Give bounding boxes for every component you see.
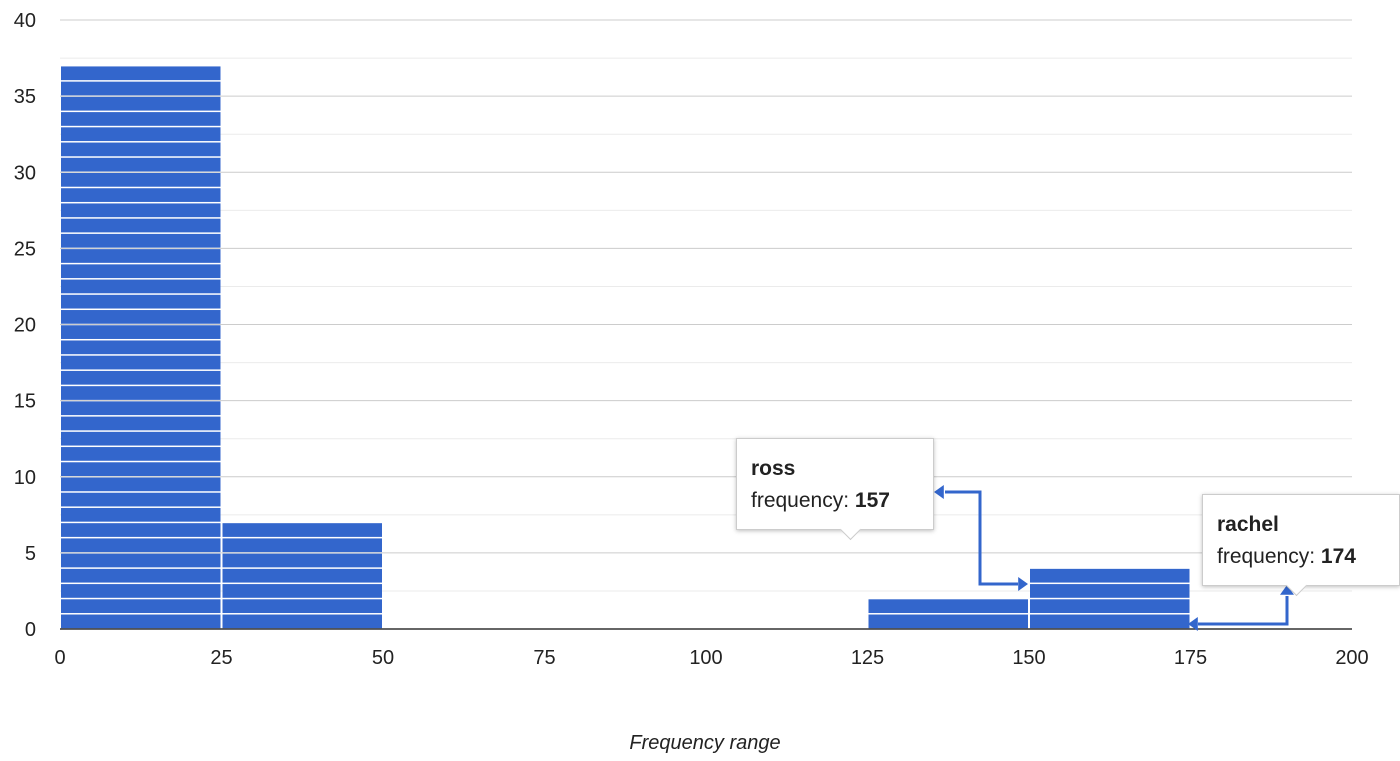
bar-segment-bin-0[interactable]: [61, 370, 221, 385]
x-tick-label: 200: [1335, 647, 1368, 669]
y-tick-label: 5: [25, 543, 36, 565]
bar-segment-bin-0[interactable]: [61, 614, 221, 629]
bar-segment-bin-1[interactable]: [222, 553, 383, 568]
bar-segment-bin-1[interactable]: [222, 568, 383, 583]
bar-segment-bin-1[interactable]: [222, 523, 383, 537]
bar-segment-bin-0[interactable]: [61, 233, 221, 248]
bar-segment-bin-0[interactable]: [61, 340, 221, 355]
bar-segment-bin-0[interactable]: [61, 188, 221, 202]
tooltip-ross-frequency-label: frequency:: [751, 489, 850, 512]
tooltip-rachel-frequency: frequency: 174: [1217, 541, 1385, 573]
tooltip-rachel-name: rachel: [1217, 513, 1279, 536]
y-tick-label: 30: [14, 162, 36, 184]
bar-segment-bin-0[interactable]: [61, 218, 221, 233]
bar-segment-bin-0[interactable]: [61, 173, 221, 187]
bar-segment-bin-0[interactable]: [61, 294, 221, 309]
y-tick-label: 25: [14, 238, 36, 260]
y-tick-label: 0: [25, 619, 36, 641]
bar-segment-bin-0[interactable]: [61, 310, 221, 324]
bar-segment-bin-5[interactable]: [868, 614, 1029, 629]
bar-segment-bin-0[interactable]: [61, 507, 221, 522]
x-tick-label: 150: [1012, 647, 1045, 669]
tooltip-ross-frequency: frequency: 157: [751, 485, 919, 517]
bar-segment-bin-0[interactable]: [61, 447, 221, 461]
x-tick-label: 50: [372, 647, 394, 669]
bar-segment-bin-0[interactable]: [61, 325, 221, 339]
bar-segment-bin-6[interactable]: [1030, 568, 1190, 583]
x-tick-label: 0: [54, 647, 65, 669]
bar-segment-bin-0[interactable]: [61, 127, 221, 142]
y-tick-label: 40: [14, 10, 36, 32]
bar-segment-bin-6[interactable]: [1030, 584, 1190, 598]
bar-segment-bin-0[interactable]: [61, 279, 221, 294]
x-tick-label: 75: [533, 647, 555, 669]
annotation-arrows: [934, 485, 1294, 631]
bar-segment-bin-1[interactable]: [222, 584, 383, 598]
bar-segment-bin-1[interactable]: [222, 538, 383, 553]
bar-segment-bin-1[interactable]: [222, 614, 383, 629]
histogram-bars: [61, 66, 1190, 629]
y-axis-ticks: 0 5 10 15 20 25 30 35 40: [14, 10, 36, 641]
tooltip-ross-frequency-value: 157: [854, 489, 890, 512]
bar-segment-bin-5[interactable]: [868, 599, 1029, 614]
bar-segment-bin-0[interactable]: [61, 523, 221, 537]
bar-segment-bin-0[interactable]: [61, 81, 221, 96]
x-tick-label: 100: [689, 647, 722, 669]
bar-segment-bin-0[interactable]: [61, 492, 221, 507]
bar-segment-bin-0[interactable]: [61, 477, 221, 492]
bar-segment-bin-0[interactable]: [61, 416, 221, 431]
bar-segment-bin-0[interactable]: [61, 203, 221, 218]
arrow-head: [1188, 617, 1198, 631]
bar-segment-bin-0[interactable]: [61, 355, 221, 370]
x-axis-ticks: 0 25 50 75 100 125 150 175 200: [54, 647, 1368, 669]
tooltip-rachel: rachel frequency: 174: [1202, 494, 1400, 597]
arrow-head: [934, 485, 944, 499]
bar-segment-bin-0[interactable]: [61, 157, 221, 172]
tooltip-rachel-frequency-label: frequency:: [1217, 545, 1316, 568]
bar-segment-bin-0[interactable]: [61, 584, 221, 598]
bar-segment-bin-0[interactable]: [61, 431, 221, 446]
x-tick-label: 25: [210, 647, 232, 669]
bar-segment-bin-6[interactable]: [1030, 614, 1190, 629]
bar-segment-bin-0[interactable]: [61, 401, 221, 416]
gridlines: [60, 19, 1352, 592]
bar-segment-bin-0[interactable]: [61, 462, 221, 476]
bar-segment-bin-0[interactable]: [61, 568, 221, 583]
x-tick-label: 175: [1174, 647, 1207, 669]
bar-segment-bin-6[interactable]: [1030, 599, 1190, 614]
arrow-head: [1018, 577, 1028, 591]
tooltip-ross-name: ross: [751, 457, 796, 480]
x-tick-label: 125: [851, 647, 884, 669]
arrow-ross: [945, 490, 1018, 586]
bar-segment-bin-0[interactable]: [61, 599, 221, 614]
bar-segment-bin-0[interactable]: [61, 264, 221, 279]
bar-segment-bin-0[interactable]: [61, 553, 221, 568]
arrow-rachel: [1198, 596, 1289, 626]
bar-segment-bin-0[interactable]: [61, 538, 221, 553]
y-tick-label: 35: [14, 86, 36, 108]
tooltip-rachel-frequency-value: 174: [1320, 545, 1356, 568]
bar-segment-bin-0[interactable]: [61, 112, 221, 126]
arrow-head: [1280, 585, 1294, 595]
bar-segment-bin-0[interactable]: [61, 142, 221, 157]
y-tick-label: 10: [14, 467, 36, 489]
y-tick-label: 20: [14, 315, 36, 337]
bar-segment-bin-0[interactable]: [61, 66, 221, 81]
bar-segment-bin-1[interactable]: [222, 599, 383, 614]
bar-segment-bin-0[interactable]: [61, 96, 221, 111]
y-tick-label: 15: [14, 391, 36, 413]
bar-segment-bin-0[interactable]: [61, 386, 221, 400]
x-axis-label: Frequency range: [629, 732, 780, 754]
bar-segment-bin-0[interactable]: [61, 249, 221, 263]
tooltip-ross: ross frequency: 157: [736, 438, 934, 541]
